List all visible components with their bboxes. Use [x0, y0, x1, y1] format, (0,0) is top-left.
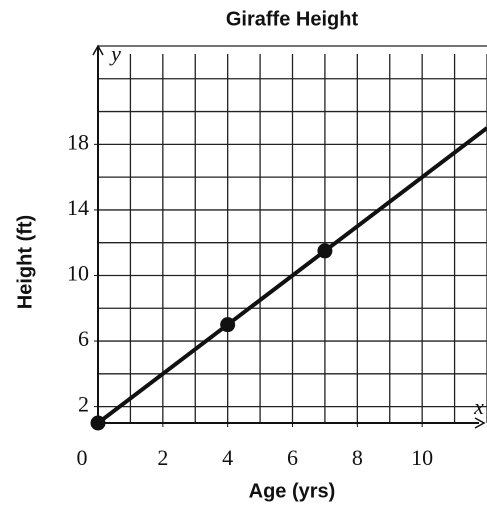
x-tick-label: 4 [222, 445, 233, 470]
x-tick-label: 10 [411, 445, 433, 470]
y-tick-label: 10 [67, 261, 89, 286]
x-axis-name: x [473, 394, 484, 419]
line [96, 126, 487, 425]
x-tick-label: 0 [77, 445, 88, 470]
y-arrow [92, 44, 104, 56]
chart-title: Giraffe Height [226, 8, 359, 30]
y-tick-label: 6 [78, 326, 89, 351]
x-tick-label: 2 [157, 445, 168, 470]
x-tick-label: 6 [287, 445, 298, 470]
y-axis-label: Height (ft) [14, 215, 36, 309]
y-tick-label: 18 [67, 129, 89, 154]
x-tick-label: 8 [352, 445, 363, 470]
point [317, 243, 333, 259]
y-axis-name: y [109, 41, 121, 66]
x-arrow [474, 417, 486, 429]
x-axis-label: Age (yrs) [249, 480, 336, 502]
point [90, 415, 106, 431]
y-tick-label: 14 [67, 195, 89, 220]
point [220, 317, 236, 333]
y-tick-label: 2 [78, 392, 89, 417]
